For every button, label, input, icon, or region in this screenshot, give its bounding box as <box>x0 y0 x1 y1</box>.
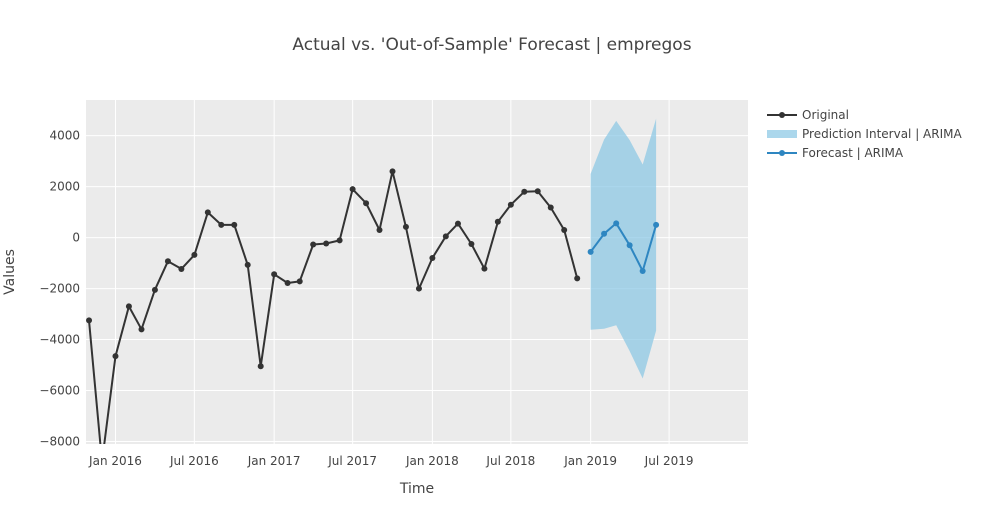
original-point <box>574 275 581 282</box>
forecast-arima-point <box>626 242 633 249</box>
chart-title: Actual vs. 'Out-of-Sample' Forecast | em… <box>292 35 691 55</box>
original-point <box>547 204 554 211</box>
original-point <box>125 303 132 310</box>
forecast-arima-point <box>613 220 620 227</box>
original-point <box>561 226 568 233</box>
original-point <box>218 221 225 228</box>
legend-marker <box>779 112 785 118</box>
series-layer <box>86 168 660 444</box>
y-tick-label: −2000 <box>39 282 80 296</box>
legend-swatch <box>767 130 797 138</box>
original-point <box>191 251 198 258</box>
original-point <box>138 326 145 333</box>
x-tick-label: Jan 2017 <box>247 454 301 468</box>
y-tick-label: 4000 <box>49 129 80 143</box>
original-point <box>257 363 264 370</box>
original-point <box>284 279 291 286</box>
forecast-arima-point <box>653 221 660 228</box>
original-point <box>442 233 449 240</box>
original-point <box>454 220 461 227</box>
original-point <box>204 209 211 216</box>
y-tick-label: 0 <box>72 231 80 245</box>
prediction-interval-band <box>590 118 657 379</box>
original-point <box>296 278 303 285</box>
original-point <box>507 201 514 208</box>
forecast-arima-point <box>587 248 594 255</box>
x-tick-label: Jul 2019 <box>644 454 694 468</box>
x-axis-ticks: Jan 2016 Jul 2016 Jan 2017 Jul 2017 Jan 2018… <box>88 454 693 468</box>
original-point <box>363 200 370 207</box>
original-point <box>402 223 409 230</box>
forecast-arima-line <box>589 222 658 272</box>
legend-label: Forecast | ARIMA <box>802 146 904 160</box>
original-point <box>151 286 158 293</box>
y-axis-ticks: 4000 2000 0 −2000 −4000 −6000 −8000 <box>39 129 80 449</box>
legend-item-original[interactable]: Original <box>767 108 849 122</box>
original-point <box>164 258 171 265</box>
legend-item-forecast-arima[interactable]: Forecast | ARIMA <box>767 146 904 160</box>
original-point <box>429 254 436 261</box>
prediction-interval-layer <box>590 118 657 379</box>
y-axis-title: Values <box>2 249 18 295</box>
legend-label: Prediction Interval | ARIMA <box>802 127 962 141</box>
original-point <box>112 353 119 360</box>
original-point <box>244 261 251 268</box>
forecast-arima-point <box>639 267 646 274</box>
original-point <box>494 218 501 225</box>
original-point <box>323 240 330 247</box>
original-point <box>310 241 317 248</box>
x-tick-label: Jul 2017 <box>327 454 377 468</box>
original-point <box>86 317 93 324</box>
legend-label: Original <box>802 108 849 122</box>
x-tick-label: Jul 2018 <box>485 454 535 468</box>
original-point <box>271 271 278 278</box>
original-point <box>415 285 422 292</box>
y-tick-label: −4000 <box>39 333 80 347</box>
x-tick-label: Jul 2016 <box>169 454 219 468</box>
original-point <box>376 226 383 233</box>
x-tick-label: Jan 2016 <box>88 454 142 468</box>
original-point <box>178 265 185 272</box>
original-point <box>468 240 475 247</box>
y-tick-label: −8000 <box>39 434 80 448</box>
legend-marker <box>779 150 785 156</box>
original-point <box>231 221 238 228</box>
legend[interactable]: Original Prediction Interval | ARIMA Forec… <box>767 108 962 160</box>
y-tick-label: −6000 <box>39 383 80 397</box>
original-point <box>389 168 396 175</box>
x-tick-label: Jan 2018 <box>405 454 459 468</box>
original-point <box>336 237 343 244</box>
x-tick-label: Jan 2019 <box>563 454 617 468</box>
forecast-arima-point <box>601 230 608 237</box>
original-point <box>521 188 528 195</box>
original-point <box>349 186 356 193</box>
original-point <box>481 265 488 272</box>
x-axis-title: Time <box>399 481 434 497</box>
legend-item-prediction-interval-arima[interactable]: Prediction Interval | ARIMA <box>767 127 962 141</box>
original-point <box>534 188 541 195</box>
y-tick-label: 2000 <box>49 180 80 194</box>
